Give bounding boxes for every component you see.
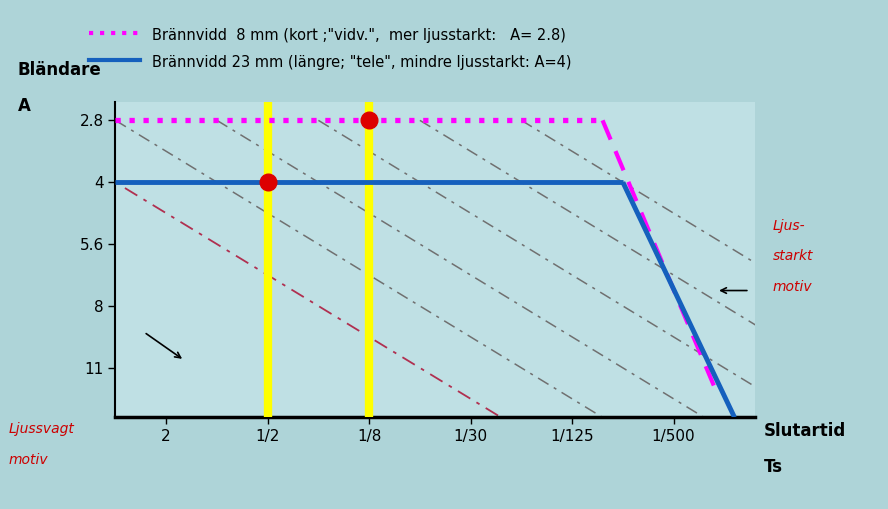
Text: Ljus-: Ljus- [773,219,805,233]
Text: motiv: motiv [9,453,49,467]
Text: Bländare: Bländare [18,61,101,79]
Text: Ts: Ts [764,458,782,476]
Legend: Brännvidd  8 mm (kort ;"vidv.",  mer ljusstarkt:   A= 2.8), Brännvidd 23 mm (län: Brännvidd 8 mm (kort ;"vidv.", mer ljuss… [83,20,577,76]
Text: Slutartid: Slutartid [764,422,846,440]
Text: A: A [18,97,30,115]
Text: motiv: motiv [773,280,813,294]
Text: Ljussvagt: Ljussvagt [9,422,75,437]
Text: starkt: starkt [773,249,813,264]
